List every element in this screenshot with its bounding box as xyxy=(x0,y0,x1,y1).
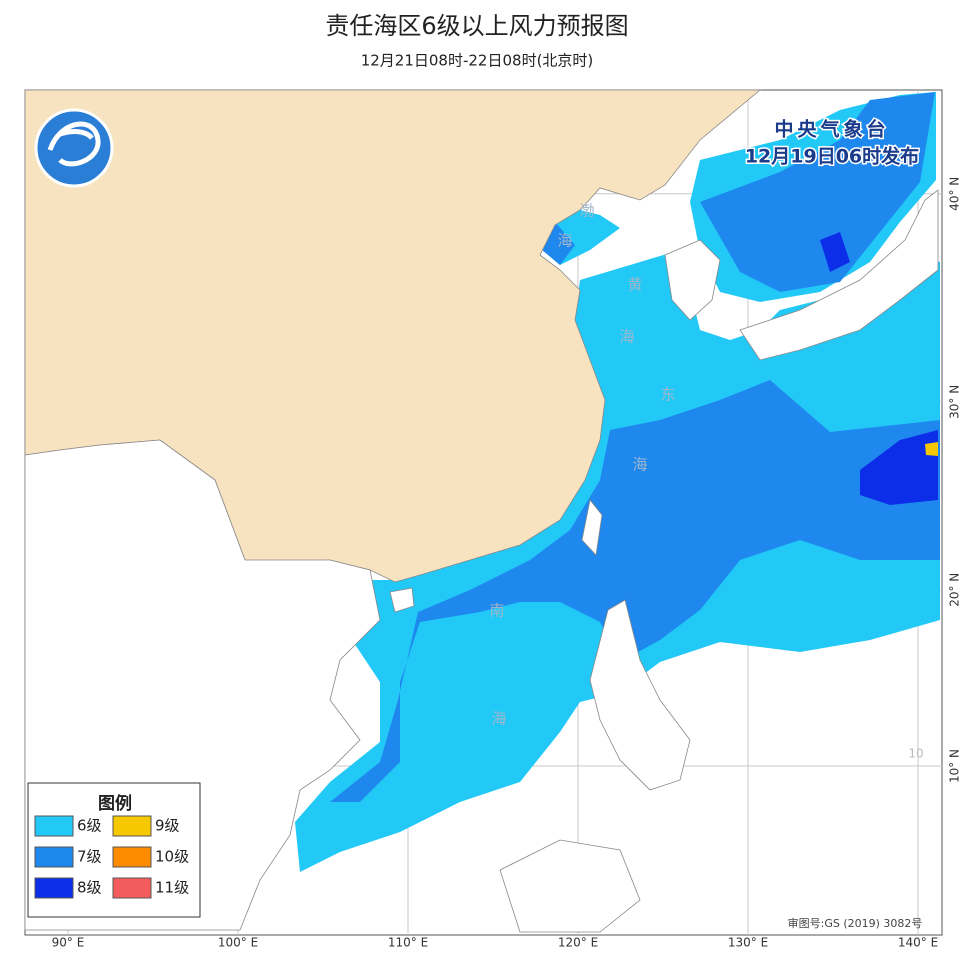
sea-label: 渤 xyxy=(579,202,594,220)
land-taiwan xyxy=(581,499,603,556)
land-japan xyxy=(739,189,939,361)
axes: 90° E 100° E 110° E 120° E 130° E 140° E 40° N… xyxy=(52,177,962,950)
legend: 图例 6级 7级 8级 9级 10级 11级 xyxy=(27,782,201,918)
wind-area-7 xyxy=(330,380,940,802)
land-korea xyxy=(664,239,721,321)
sea-label: 南 xyxy=(489,602,504,620)
logo xyxy=(34,108,114,188)
legend-label: 7级 xyxy=(77,848,102,866)
lat-label: 10° N xyxy=(948,749,962,783)
legend-swatch xyxy=(34,846,74,868)
legend-swatch xyxy=(112,846,152,868)
agency: 中央气象台 xyxy=(774,118,889,141)
lat-label: 40° N xyxy=(948,177,962,211)
legend-swatch xyxy=(112,877,152,899)
lon-label: 110° E xyxy=(388,936,428,950)
legend-label: 11级 xyxy=(155,879,189,897)
land-philippines xyxy=(589,599,691,791)
title: 责任海区6级以上风力预报图 xyxy=(325,12,628,40)
sea-label: 东 xyxy=(660,386,675,404)
land-borneo xyxy=(499,839,641,933)
sea-label: 黄 xyxy=(627,276,642,294)
wind-area-9 xyxy=(925,442,938,456)
land-hainan xyxy=(389,587,415,613)
legend-title: 图例 xyxy=(98,793,132,814)
legend-label: 9级 xyxy=(155,817,180,835)
lon-label: 130° E xyxy=(728,936,768,950)
legend-swatch xyxy=(112,815,152,837)
legend-label: 8级 xyxy=(77,879,102,897)
lat-label: 20° N xyxy=(948,573,962,607)
legend-items: 6级 7级 8级 9级 10级 11级 xyxy=(34,815,189,899)
lon-label: 120° E xyxy=(558,936,598,950)
lon-label: 100° E xyxy=(218,936,258,950)
lat-inner-label: 10 xyxy=(908,747,923,761)
logo-swirl xyxy=(47,121,101,167)
review-number: 审图号:GS (2019) 3082号 xyxy=(788,916,923,930)
wind-area-8 xyxy=(860,430,938,505)
subtitle: 12月21日08时-22日08时(北京时) xyxy=(361,52,594,70)
lon-label: 140° E xyxy=(898,936,938,950)
lon-label: 90° E xyxy=(52,936,85,950)
wind-area-7 xyxy=(700,92,935,292)
sea-label: 海 xyxy=(491,710,506,728)
legend-label: 6级 xyxy=(77,817,102,835)
lat-label: 30° N xyxy=(948,385,962,419)
sea-label: 海 xyxy=(557,232,572,250)
sea-label: 海 xyxy=(619,328,634,346)
legend-swatch xyxy=(34,877,74,899)
issue-time: 12月19日06时发布 xyxy=(745,145,919,168)
legend-label: 10级 xyxy=(155,848,189,866)
legend-swatch xyxy=(34,815,74,837)
sea-label: 海 xyxy=(632,456,647,474)
wind-area-8 xyxy=(820,232,850,272)
